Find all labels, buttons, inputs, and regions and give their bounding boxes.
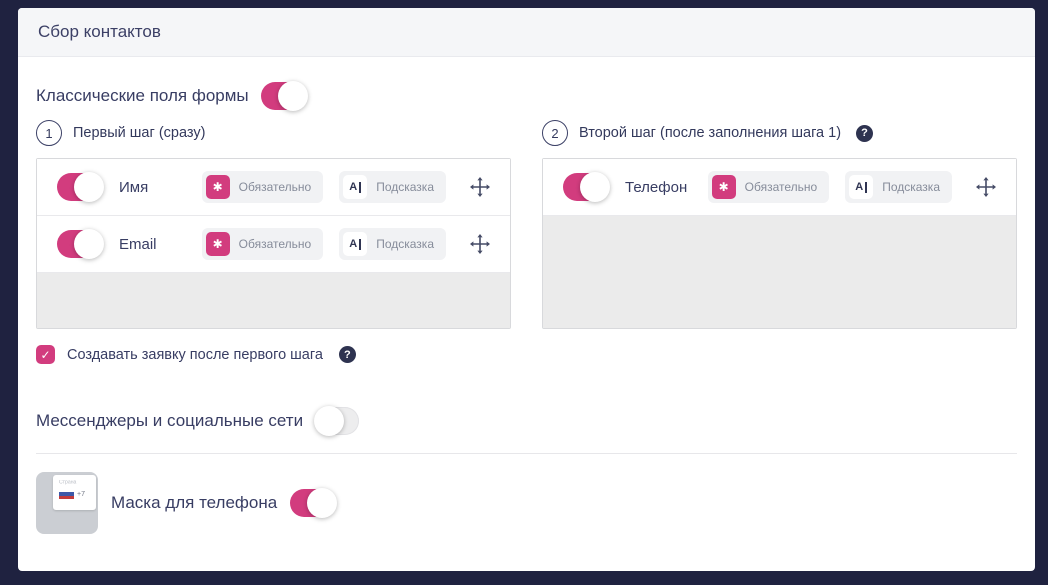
phone-mask-section: Страна +7 Маска для телефона xyxy=(36,472,1017,534)
step-1-number: 1 xyxy=(36,120,62,146)
contact-collection-card: Сбор контактов Классические поля формы 1… xyxy=(18,8,1035,571)
step-2-column: 2 Второй шаг (после заполнения шага 1) ?… xyxy=(542,120,1017,329)
step-2-title: Второй шаг (после заполнения шага 1) xyxy=(579,125,842,141)
country-label: Страна xyxy=(59,480,77,486)
toggle-knob xyxy=(314,406,345,436)
classic-fields-section: Классические поля формы xyxy=(36,81,1017,111)
hint-label: Подсказка xyxy=(376,237,434,251)
required-badge[interactable]: ✱ Обязательно xyxy=(201,228,324,260)
hint-badge[interactable]: A Подсказка xyxy=(845,171,952,203)
step-2-header: 2 Второй шаг (после заполнения шага 1) ? xyxy=(542,120,1017,146)
field-phone-toggle[interactable] xyxy=(563,172,610,202)
field-row-phone: Телефон ✱ Обязательно A Подсказка xyxy=(543,159,1016,216)
field-name-label: Имя xyxy=(119,178,149,196)
toggle-knob xyxy=(277,81,308,111)
page-title: Сбор контактов xyxy=(38,22,161,41)
step-2-dropzone xyxy=(543,216,1016,328)
text-cursor-icon: A xyxy=(849,175,874,199)
messengers-toggle[interactable] xyxy=(314,406,360,436)
required-label: Обязательно xyxy=(744,180,818,194)
field-row-name: Имя ✱ Обязательно A Подсказка xyxy=(37,159,510,216)
create-lead-label: Создавать заявку после первого шага xyxy=(67,346,323,363)
messengers-section: Мессенджеры и социальные сети xyxy=(36,406,1017,436)
hint-label: Подсказка xyxy=(376,180,434,194)
toggle-knob xyxy=(307,488,338,518)
section-divider xyxy=(36,453,1017,454)
phone-mask-label: Маска для телефона xyxy=(111,493,278,512)
required-label: Обязательно xyxy=(238,237,312,251)
russia-flag-icon xyxy=(59,489,74,499)
create-lead-row: ✓ Создавать заявку после первого шага ? xyxy=(36,345,1017,364)
step-1-dropzone xyxy=(37,273,510,328)
field-phone-label: Телефон xyxy=(625,178,688,196)
hint-label: Подсказка xyxy=(882,180,940,194)
card-header: Сбор контактов xyxy=(18,8,1035,57)
step-1-column: 1 Первый шаг (сразу) Имя ✱ Обязательно A xyxy=(36,120,511,329)
asterisk-icon: ✱ xyxy=(205,175,230,199)
toggle-knob xyxy=(74,172,104,202)
classic-fields-label: Классические поля формы xyxy=(36,86,249,105)
step-2-panel: Телефон ✱ Обязательно A Подсказка xyxy=(542,158,1017,329)
toggle-knob xyxy=(74,229,104,259)
step-1-header: 1 Первый шаг (сразу) xyxy=(36,120,511,146)
create-lead-checkbox[interactable]: ✓ xyxy=(36,345,55,364)
required-label: Обязательно xyxy=(238,180,312,194)
field-row-email: Email ✱ Обязательно A Подсказка xyxy=(37,216,510,273)
phone-mask-preview: Страна +7 xyxy=(36,472,98,534)
step-1-panel: Имя ✱ Обязательно A Подсказка xyxy=(36,158,511,329)
messengers-label: Мессенджеры и социальные сети xyxy=(36,411,304,430)
step-2-help-icon[interactable]: ? xyxy=(856,124,874,142)
drag-move-icon[interactable] xyxy=(468,177,492,197)
asterisk-icon: ✱ xyxy=(205,232,230,256)
classic-fields-toggle[interactable] xyxy=(260,81,308,111)
field-email-label: Email xyxy=(119,235,157,253)
hint-badge[interactable]: A Подсказка xyxy=(339,171,446,203)
phone-code: +7 xyxy=(77,490,85,498)
phone-input-preview-card: Страна +7 xyxy=(53,475,96,510)
toggle-knob xyxy=(580,172,610,202)
phone-mask-toggle[interactable] xyxy=(290,488,338,518)
field-email-toggle[interactable] xyxy=(57,229,104,259)
step-1-title: Первый шаг (сразу) xyxy=(73,125,206,141)
hint-badge[interactable]: A Подсказка xyxy=(339,228,446,260)
card-body: Классические поля формы 1 Первый шаг (ср… xyxy=(18,81,1035,534)
text-cursor-icon: A xyxy=(343,232,368,256)
required-badge[interactable]: ✱ Обязательно xyxy=(201,171,324,203)
field-name-toggle[interactable] xyxy=(57,172,104,202)
drag-move-icon[interactable] xyxy=(468,234,492,254)
drag-move-icon[interactable] xyxy=(974,177,998,197)
create-lead-help-icon[interactable]: ? xyxy=(338,346,356,363)
asterisk-icon: ✱ xyxy=(711,175,736,199)
steps-columns: 1 Первый шаг (сразу) Имя ✱ Обязательно A xyxy=(36,120,1017,329)
required-badge[interactable]: ✱ Обязательно xyxy=(707,171,830,203)
text-cursor-icon: A xyxy=(343,175,368,199)
step-2-number: 2 xyxy=(542,120,568,146)
